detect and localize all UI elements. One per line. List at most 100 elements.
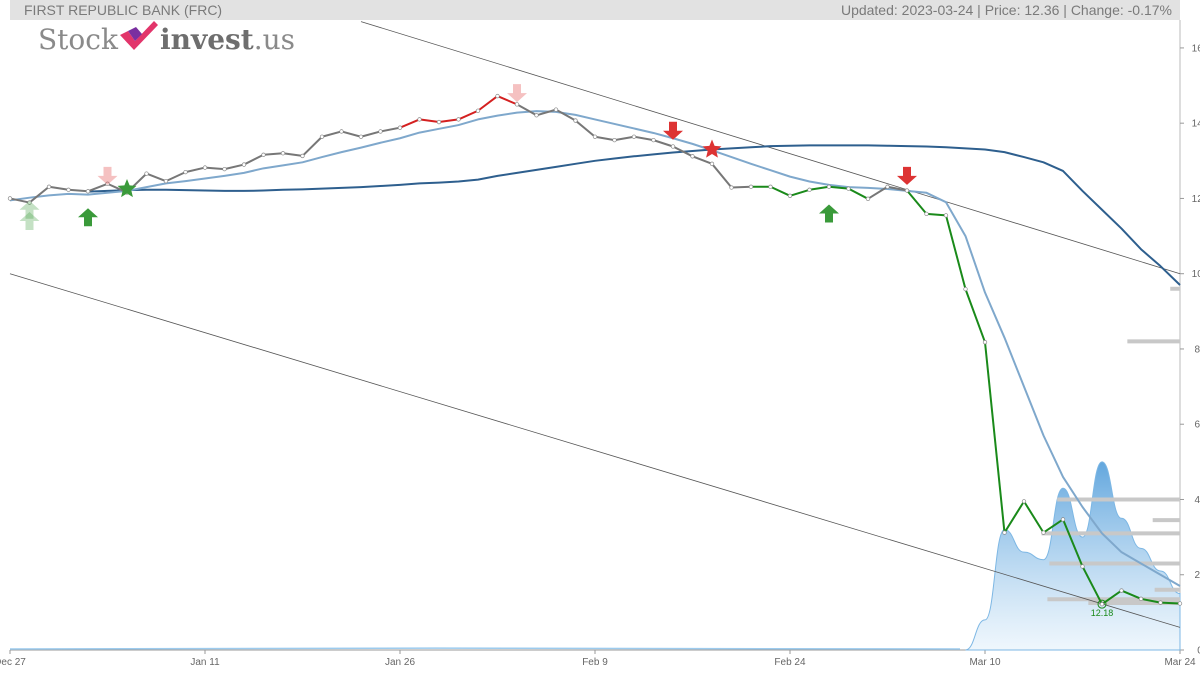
price-point bbox=[1099, 602, 1105, 607]
buy-star-icon bbox=[117, 179, 137, 198]
price-segment bbox=[282, 152, 304, 157]
signal-markers bbox=[19, 84, 917, 231]
last-price-label: 12.18 bbox=[1091, 608, 1114, 618]
price-segment bbox=[223, 163, 245, 171]
price-point bbox=[144, 171, 149, 176]
sell-arrow-icon bbox=[97, 166, 118, 185]
price-point bbox=[592, 134, 598, 139]
price-segment bbox=[828, 185, 850, 190]
logo-check-icon bbox=[119, 21, 158, 50]
price-point bbox=[846, 186, 851, 191]
ma-short-line bbox=[9, 110, 1181, 587]
volume-shape bbox=[965, 461, 1181, 651]
price-segment bbox=[340, 130, 362, 138]
price-point bbox=[261, 152, 266, 157]
buy-arrow-icon bbox=[78, 208, 98, 227]
sell-star-icon bbox=[702, 139, 722, 158]
logo-text-stock: Stock bbox=[38, 23, 118, 56]
buy-arrow-icon bbox=[819, 204, 839, 223]
price-point bbox=[514, 102, 520, 107]
price-segment bbox=[964, 288, 986, 344]
price-segment bbox=[1120, 589, 1142, 600]
sell-arrow-icon bbox=[897, 166, 917, 185]
price-segment bbox=[1003, 500, 1025, 534]
price-point bbox=[27, 200, 32, 205]
price-point bbox=[358, 134, 364, 139]
price-segment bbox=[262, 152, 284, 156]
buy-arrow-icon bbox=[19, 200, 40, 219]
price-segment bbox=[418, 118, 440, 124]
price-point bbox=[1158, 600, 1163, 605]
price-point bbox=[456, 117, 461, 122]
buy-arrow-icon bbox=[19, 212, 40, 231]
x-tick-label: Dec 27 bbox=[0, 657, 26, 668]
price-segment bbox=[847, 187, 869, 200]
price-point bbox=[963, 286, 968, 292]
price-segment bbox=[360, 130, 382, 138]
price-segment bbox=[1159, 601, 1181, 605]
y-tick-label: 20 bbox=[1194, 570, 1200, 581]
price-point bbox=[573, 118, 578, 123]
price-segment bbox=[789, 188, 811, 197]
y-tick-label: 60 bbox=[1194, 420, 1200, 431]
logo-text-invest: invest bbox=[159, 23, 254, 56]
price-point bbox=[397, 125, 403, 130]
price-segment bbox=[730, 185, 752, 189]
price-point bbox=[768, 184, 773, 189]
price-segment bbox=[574, 119, 596, 138]
price-segment bbox=[438, 118, 460, 124]
price-point bbox=[690, 154, 695, 159]
price-segment bbox=[984, 341, 1006, 534]
price-segment bbox=[87, 182, 109, 193]
x-tick-label: Feb 24 bbox=[774, 657, 806, 668]
price-segment bbox=[652, 139, 674, 148]
price-point bbox=[417, 117, 422, 122]
price-segment bbox=[516, 103, 538, 117]
trend-lines bbox=[9, 21, 1181, 628]
price-segment bbox=[243, 153, 265, 166]
last-price-marker bbox=[1097, 599, 1107, 609]
price-point bbox=[7, 196, 13, 201]
price-segment bbox=[457, 109, 479, 121]
price-segment bbox=[48, 185, 70, 191]
price-point bbox=[631, 134, 637, 139]
x-tick-label: Jan 26 bbox=[385, 657, 415, 668]
trend-line bbox=[9, 273, 1181, 628]
ma-long-path bbox=[87, 144, 1181, 286]
price-point bbox=[553, 107, 559, 112]
x-tick-label: Mar 24 bbox=[1164, 657, 1196, 668]
price-point bbox=[105, 181, 110, 186]
price-segment bbox=[925, 212, 947, 217]
price-point bbox=[807, 187, 812, 192]
price-point bbox=[1080, 564, 1085, 569]
price-point bbox=[85, 189, 91, 194]
price-segment bbox=[321, 130, 343, 138]
price-segment bbox=[9, 197, 31, 204]
price-point bbox=[865, 196, 871, 201]
volume-baseline bbox=[9, 647, 961, 650]
price-segment bbox=[613, 135, 635, 142]
trend-line bbox=[360, 21, 1181, 275]
price-point bbox=[1119, 588, 1124, 593]
y-tick-label: 120 bbox=[1192, 194, 1200, 205]
y-tick-label: 80 bbox=[1194, 344, 1200, 355]
price-segment bbox=[555, 108, 577, 122]
price-segment bbox=[399, 118, 421, 129]
price-segment bbox=[945, 214, 967, 291]
header-bar: FIRST REPUBLIC BANK (FRC) Updated: 2023-… bbox=[10, 0, 1180, 20]
price-point bbox=[1177, 601, 1183, 606]
price-segment bbox=[867, 185, 889, 200]
price-point bbox=[1021, 499, 1027, 504]
price-segment bbox=[204, 166, 226, 171]
price-point bbox=[339, 129, 344, 134]
price-point bbox=[709, 161, 715, 166]
price-segment bbox=[379, 126, 401, 133]
price-point bbox=[495, 93, 500, 99]
price-point bbox=[475, 108, 481, 113]
price-point bbox=[1060, 517, 1066, 522]
price-point bbox=[885, 184, 890, 189]
y-tick-label: 160 bbox=[1192, 43, 1200, 54]
price-point bbox=[300, 153, 305, 159]
y-tick-label: 140 bbox=[1192, 119, 1200, 130]
price-segment bbox=[906, 189, 928, 215]
